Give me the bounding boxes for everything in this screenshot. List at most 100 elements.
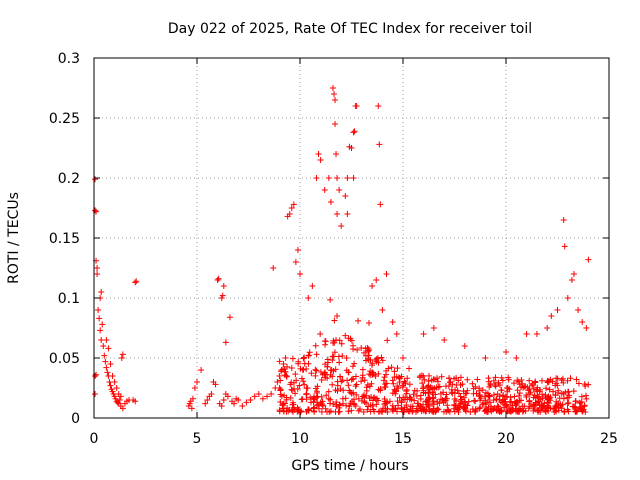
- data-point: [220, 397, 227, 403]
- data-point: [334, 387, 341, 394]
- data-point: [383, 271, 390, 277]
- data-point: [99, 321, 106, 328]
- data-point: [314, 383, 321, 390]
- data-point: [329, 353, 336, 360]
- data-point: [286, 406, 293, 413]
- data-point: [461, 343, 468, 349]
- data-point: [345, 369, 352, 376]
- data-point: [355, 395, 362, 402]
- data-point: [476, 392, 483, 399]
- data-point: [457, 374, 464, 381]
- data-point: [324, 356, 331, 363]
- data-point: [226, 314, 233, 321]
- data-point: [394, 365, 401, 372]
- data-point: [334, 312, 341, 319]
- data-point: [358, 378, 365, 385]
- x-tick-label: 15: [394, 431, 412, 447]
- data-point: [353, 391, 360, 398]
- data-point: [462, 405, 469, 412]
- data-point: [471, 397, 478, 404]
- data-point: [386, 398, 393, 405]
- data-point: [303, 365, 310, 372]
- data-point: [348, 145, 355, 151]
- data-point: [383, 367, 390, 374]
- data-point: [458, 396, 465, 403]
- data-point: [208, 391, 215, 397]
- data-point: [359, 374, 366, 381]
- data-point: [100, 343, 107, 349]
- data-point: [324, 363, 331, 370]
- data-point: [366, 395, 373, 402]
- data-point: [575, 307, 582, 313]
- data-point: [350, 129, 357, 136]
- data-point: [404, 396, 411, 403]
- data-point: [457, 393, 464, 400]
- data-point: [102, 358, 109, 365]
- data-point: [358, 397, 365, 404]
- data-point: [243, 399, 250, 406]
- data-point: [458, 396, 465, 403]
- data-point: [279, 402, 286, 409]
- data-point: [431, 386, 438, 393]
- data-point: [573, 408, 580, 415]
- data-point: [339, 400, 346, 407]
- data-point: [350, 345, 357, 352]
- data-point: [317, 399, 324, 406]
- data-point: [494, 407, 501, 414]
- data-point: [490, 397, 497, 404]
- data-point: [358, 345, 365, 352]
- data-point: [467, 408, 474, 415]
- data-point: [351, 128, 358, 135]
- data-point: [511, 393, 518, 400]
- data-point: [113, 385, 120, 391]
- data-point: [276, 373, 283, 379]
- data-point: [523, 392, 530, 399]
- data-point: [577, 405, 584, 412]
- data-point: [92, 207, 99, 214]
- data-point: [364, 344, 371, 351]
- data-point: [481, 393, 488, 400]
- data-point: [578, 393, 585, 400]
- data-point: [395, 402, 402, 409]
- data-point: [105, 345, 112, 352]
- data-point: [247, 397, 254, 403]
- data-point: [288, 365, 295, 372]
- data-point: [204, 397, 211, 403]
- data-point: [529, 382, 536, 389]
- data-point: [378, 354, 385, 361]
- data-point: [451, 402, 458, 409]
- data-point: [349, 363, 356, 370]
- data-point: [456, 390, 462, 397]
- data-point: [537, 407, 544, 414]
- data-point: [430, 325, 437, 331]
- data-point: [132, 398, 139, 405]
- data-point: [530, 404, 537, 411]
- data-point: [194, 379, 200, 385]
- data-point: [280, 361, 287, 367]
- data-point: [426, 372, 433, 379]
- data-point: [332, 121, 339, 127]
- data-point: [367, 372, 374, 379]
- data-point: [359, 366, 366, 373]
- data-point: [336, 408, 343, 415]
- data-point: [295, 358, 302, 365]
- data-point: [430, 407, 437, 414]
- data-point: [313, 351, 320, 358]
- data-point: [545, 378, 552, 385]
- data-point: [94, 271, 101, 277]
- data-point: [523, 331, 530, 337]
- data-point: [327, 367, 334, 374]
- data-point: [436, 400, 443, 407]
- data-point: [361, 399, 368, 406]
- data-point: [301, 360, 308, 367]
- data-point: [312, 342, 319, 349]
- data-point: [277, 386, 284, 393]
- data-point: [492, 374, 499, 381]
- data-point: [441, 337, 448, 343]
- data-point: [411, 387, 418, 394]
- data-point: [363, 357, 370, 364]
- data-point: [560, 217, 567, 223]
- data-point: [515, 378, 522, 385]
- data-point: [455, 377, 462, 384]
- data-point: [297, 271, 303, 277]
